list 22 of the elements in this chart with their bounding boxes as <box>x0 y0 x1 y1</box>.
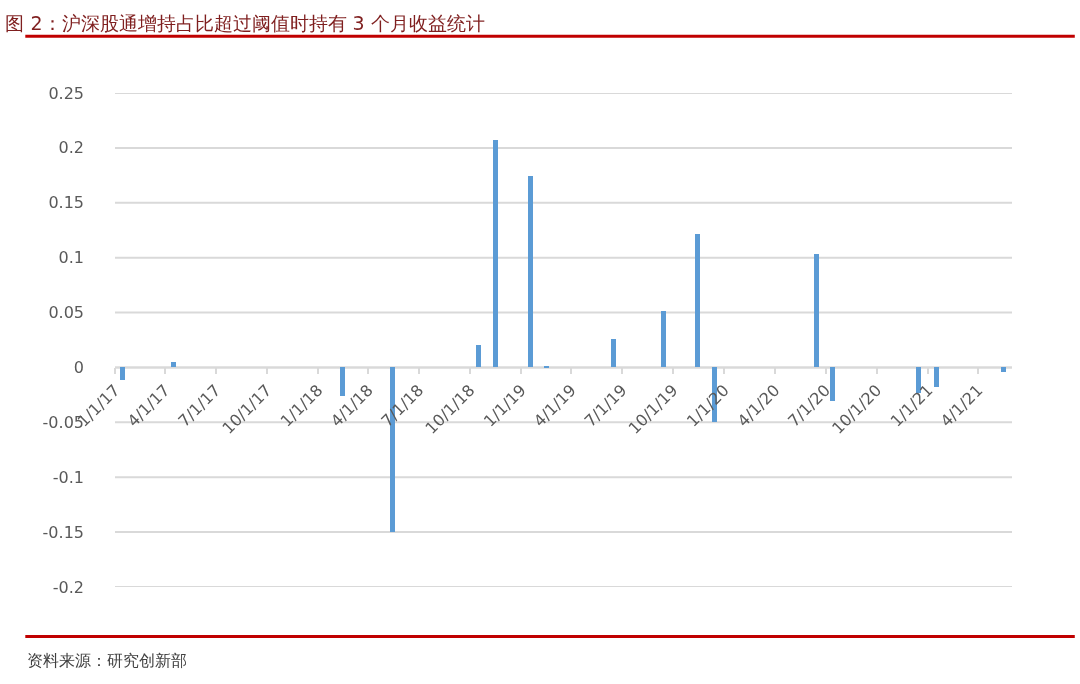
y-tick-label: -0.2 <box>52 577 84 597</box>
bar <box>120 367 125 380</box>
bar <box>814 254 819 367</box>
y-tick-label: 0.05 <box>48 303 84 323</box>
bar <box>528 176 533 367</box>
bar <box>493 140 498 367</box>
bar <box>476 345 481 367</box>
chart-title: 图 2：沪深股通增持占比超过阈值时持有 3 个月收益统计 <box>5 12 485 35</box>
y-tick-label: -0.15 <box>42 522 84 542</box>
y-tick-label: 0.15 <box>48 193 84 213</box>
text: 资料来源：研究创新部 <box>27 651 187 670</box>
bar <box>695 234 700 367</box>
y-tick-label: 0.25 <box>48 83 84 103</box>
y-tick-label: 0 <box>73 358 84 378</box>
y-tick-label: 0.2 <box>58 138 84 158</box>
bar <box>171 362 176 367</box>
bar <box>934 367 939 387</box>
y-tick-label: 0.1 <box>58 248 84 268</box>
bar <box>661 311 666 367</box>
bar <box>1001 367 1006 372</box>
bar <box>611 339 616 367</box>
y-tick-label: -0.1 <box>52 467 84 487</box>
